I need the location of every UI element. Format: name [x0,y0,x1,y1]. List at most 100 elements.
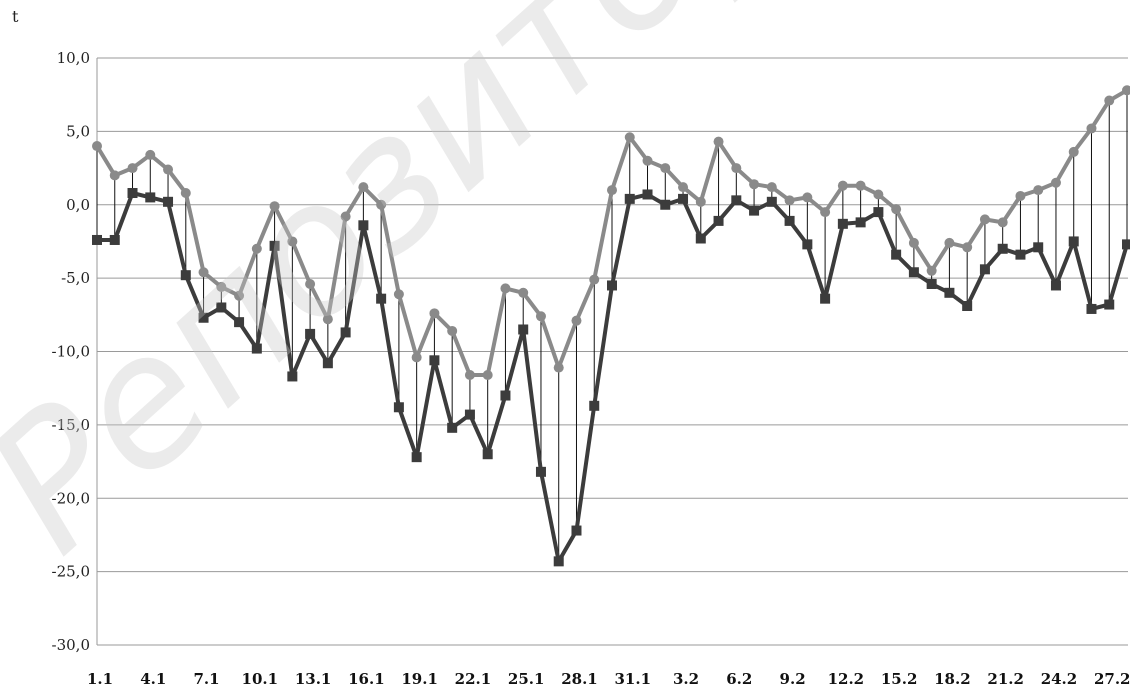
x-tick-label: 16.1 [348,670,385,688]
x-tick-label: 1.1 [87,670,113,688]
x-tick-label: 4.1 [140,670,166,688]
series-2-point [624,193,635,204]
x-tick-label: 10.1 [242,670,279,688]
series-1-point [1104,95,1115,106]
x-tick-labels: 1.1 4.1 7.1 10.1 13.1 16.1 19.1 22.1 25.1 28.1 31.… [87,670,1130,688]
series-1-point [340,211,351,222]
series-1-point [305,278,316,289]
series-2-point [305,328,316,339]
series-1-point [1068,146,1079,157]
series-2-point [855,217,866,228]
series-2-point [447,422,458,433]
series-2-point [287,371,298,382]
series-2-point [393,402,404,413]
series-2-point [1104,299,1115,310]
series-2-point [251,343,262,354]
series-1-point [92,141,102,152]
series-1-point [393,289,404,300]
series-1-point [234,290,245,301]
watermark-text: Репозиторий [0,0,998,592]
series-2-point [92,234,102,245]
series-2-point [411,452,422,463]
series-2-point [695,233,706,244]
series-1-point [695,196,706,207]
series-2-point [837,218,848,229]
series-2-point [749,205,760,216]
series-1-point [216,281,227,292]
series-2-point [713,215,724,226]
series-2-point [127,188,138,199]
series-2-point [944,287,955,298]
x-tick-label: 3.2 [673,670,699,688]
series-1-point [784,195,795,206]
y-tick-label: -30,0 [52,636,90,654]
x-tick-label: 25.1 [508,670,545,688]
x-tick-label: 22.1 [455,670,492,688]
series-2-point [518,324,529,335]
series-2-point [1086,303,1097,314]
series-2-point [820,293,831,304]
series-1-point [642,155,653,166]
drop-lines [96,90,1128,562]
series-2-point [997,243,1008,254]
y-tick-labels: 10,0 5,0 0,0 -5,0 -10,0 -15,0 -20,0 -25,0 -30,0 [52,49,90,654]
y-tick-label: 0,0 [66,196,90,214]
series-2-point [766,196,777,207]
series-1-point [891,204,902,215]
series-2-point [322,358,333,369]
series-1-point [766,182,777,193]
series-1-point [624,132,635,143]
series-1-point [482,369,493,380]
series-2-point [216,302,227,313]
series-1-point [553,362,564,373]
series-1-point [749,179,760,190]
series-1-point [429,308,440,319]
series-2-point [163,196,174,207]
series-2-point [234,317,245,328]
series-2-point [678,193,689,204]
x-tick-label: 6.2 [726,670,752,688]
series-2-point [1033,242,1044,253]
series-1-point [1086,123,1097,134]
series-1-point [411,352,422,363]
series-1-point [820,207,831,218]
series-1-point [464,369,475,380]
series-2-point [145,192,156,203]
series-2-point [642,189,653,200]
y-tick-label: -10,0 [52,343,90,361]
series-1-point [997,217,1008,228]
series-1-point [358,182,369,193]
x-tick-label: 28.1 [561,670,598,688]
series-2 [92,188,1130,567]
series-2-point [198,312,209,323]
series-1-point [1122,85,1130,96]
series-1 [92,85,1130,380]
x-tick-label: 15.2 [881,670,918,688]
series-1-point [376,199,387,210]
series-2-point [926,278,937,289]
series-2-point [358,220,369,231]
series-layer [92,85,1130,567]
x-tick-label: 13.1 [295,670,332,688]
series-2-point [731,195,742,206]
y-tick-label: 5,0 [66,122,90,140]
series-2-point [802,239,813,250]
series-2-point [979,264,990,275]
x-tick-label: 27.2 [1094,670,1130,688]
series-1-point [1050,177,1061,188]
series-1-point [287,236,298,247]
series-2-point [376,293,387,304]
series-1-point [731,163,742,174]
series-2-point [589,400,600,411]
series-1-point [1033,185,1044,196]
series-2-point [109,234,120,245]
x-tick-label: 21.2 [987,670,1024,688]
x-tick-label: 24.2 [1041,670,1078,688]
series-2-point [500,390,511,401]
series-2-point [962,301,973,312]
series-1-point [571,315,582,326]
series-2-point [269,240,280,251]
y-tick-label: -25,0 [52,563,90,581]
series-1-point [873,189,884,200]
series-1-point [660,163,671,174]
